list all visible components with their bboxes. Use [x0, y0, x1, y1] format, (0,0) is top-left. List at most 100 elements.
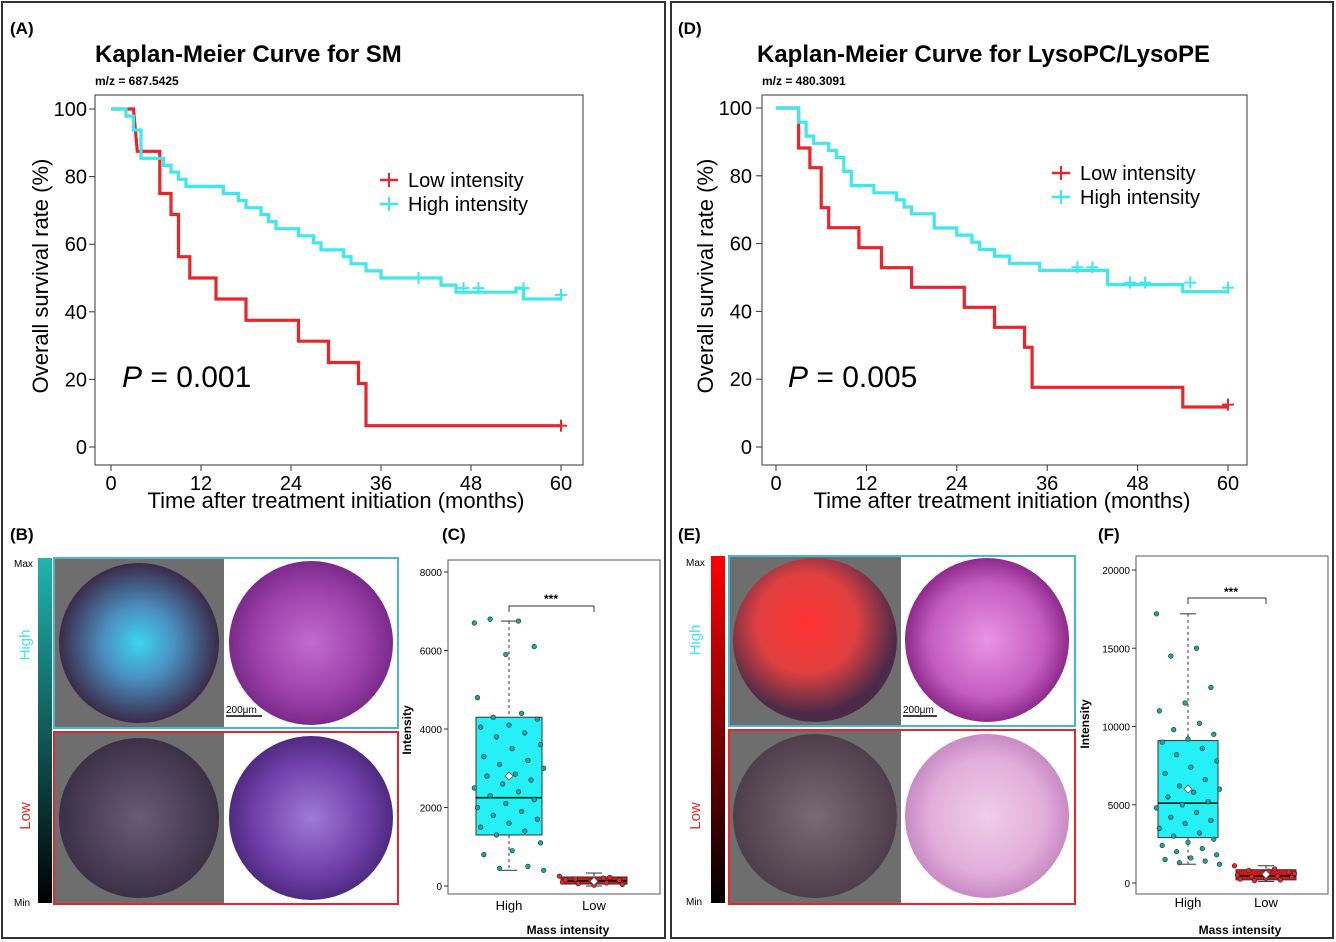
x-tick-label: Low: [1254, 895, 1278, 910]
data-point: [1159, 842, 1165, 849]
box-panel-c: (C) 0 2000 4000 6000 8000 High Low Mass intens…: [400, 525, 661, 937]
legend: Low intensity High intensity: [380, 170, 528, 216]
data-point: [1168, 653, 1174, 659]
plot-area-frame: [447, 559, 661, 895]
panel-label: (B): [10, 525, 34, 544]
data-point: [1214, 852, 1220, 858]
data-point: [1202, 777, 1208, 783]
y-axis-label: Overall survival rate (%): [693, 159, 718, 394]
data-point: [1168, 814, 1174, 820]
data-point: [512, 771, 518, 777]
x-tick-label: Low: [582, 898, 606, 913]
legend-label-low: Low intensity: [408, 170, 524, 192]
colorbar-min-label: Min: [686, 897, 702, 908]
y-tick-label: 60: [65, 234, 87, 256]
y-tick-label: 10000: [1102, 723, 1130, 734]
y-tick-label: 20000: [1102, 566, 1130, 577]
box-high: [1153, 611, 1223, 867]
msi-high-tissue-core: [733, 558, 897, 722]
censor-mark: [472, 282, 485, 295]
data-point: [518, 808, 525, 815]
row-label-high: High: [17, 630, 34, 661]
y-axis-label: Intensity: [400, 705, 414, 755]
chart-title: Kaplan-Meier Curve for SM: [95, 41, 402, 68]
data-point: [1214, 758, 1220, 764]
x-axis-label: Mass intensity: [527, 923, 610, 937]
data-point: [556, 873, 562, 879]
low-group-frame: [728, 729, 1076, 905]
panel-label: (F): [1098, 525, 1120, 544]
tissue-panel-e: (E) Max Min High Low 200μm: [678, 525, 1076, 908]
censor-mark: [555, 288, 567, 301]
data-point: [490, 714, 496, 720]
data-point: [1193, 645, 1200, 651]
x-axis-label: Mass intensity: [1199, 923, 1282, 937]
data-point: [1188, 855, 1194, 861]
legend-label-high: High intensity: [1080, 187, 1200, 209]
data-point: [496, 761, 503, 767]
x-axis-label: Time after treatment initiation (months): [148, 488, 525, 513]
x-tick-label: 0: [770, 473, 781, 495]
data-point: [1179, 802, 1185, 808]
y-tick-label: 2000: [420, 804, 443, 815]
km-panel-a: (A) Kaplan-Meier Curve for SM m/z = 687.…: [10, 19, 584, 513]
data-point: [1176, 783, 1183, 789]
data-point: [1249, 874, 1255, 880]
data-point: [500, 781, 506, 787]
data-point: [537, 840, 544, 846]
data-point: [471, 785, 477, 791]
data-point: [522, 828, 528, 834]
panel-label: (C): [442, 525, 466, 544]
mean-marker: [589, 876, 599, 886]
x-tick-label: 60: [1217, 473, 1239, 495]
scale-bar-label: 200μm: [226, 705, 257, 716]
significance-stars: ***: [544, 592, 558, 606]
data-point: [1159, 739, 1165, 745]
data-point: [563, 877, 569, 883]
data-point: [1237, 876, 1243, 882]
data-point: [484, 773, 490, 779]
data-point: [515, 789, 522, 795]
data-point: [541, 867, 547, 873]
data-point: [1202, 858, 1208, 864]
legend: Low intensity High intensity: [1052, 163, 1200, 209]
left-figure-frame: [1, 1, 666, 939]
data-point: [1188, 764, 1194, 770]
y-tick-label: 6000: [420, 647, 443, 658]
y-tick-label: 0: [741, 437, 752, 459]
data-point: [572, 876, 578, 882]
significance-stars: ***: [1224, 585, 1238, 599]
legend-label-high: High intensity: [408, 194, 528, 216]
data-point: [616, 877, 622, 883]
data-point: [487, 793, 493, 799]
data-point: [1156, 825, 1162, 831]
colorbar-max-label: Max: [14, 559, 33, 570]
km-panel-d: (D) Kaplan-Meier Curve for LysoPC/LysoPE…: [678, 19, 1248, 513]
p-value: P = 0.001: [122, 361, 251, 394]
panel-label: (D): [678, 19, 702, 38]
y-tick-label: 100: [54, 99, 87, 121]
series-line-low-intensity: [111, 107, 561, 428]
data-point: [1246, 867, 1252, 874]
right-figure-frame: [670, 1, 1334, 939]
box-low: [1231, 863, 1298, 884]
data-point: [531, 643, 537, 650]
y-tick-label: 40: [65, 302, 87, 324]
data-point: [534, 816, 540, 822]
data-point: [474, 694, 481, 701]
censor-mark: [517, 282, 530, 295]
data-point: [1153, 805, 1160, 811]
data-point: [474, 804, 481, 811]
data-point: [1153, 611, 1160, 617]
data-point: [537, 742, 544, 748]
data-point: [503, 651, 509, 658]
colorbar-min-label: Min: [14, 898, 30, 909]
data-point: [525, 757, 531, 764]
msi-low-tissue-core: [59, 738, 219, 898]
chart-subtitle: m/z = 480.3091: [762, 74, 846, 88]
data-point: [471, 620, 477, 626]
x-tick-label: 12: [190, 473, 212, 495]
data-point: [1274, 873, 1281, 879]
y-tick-label: 60: [730, 234, 752, 256]
he-low-tissue-core: [229, 736, 393, 900]
